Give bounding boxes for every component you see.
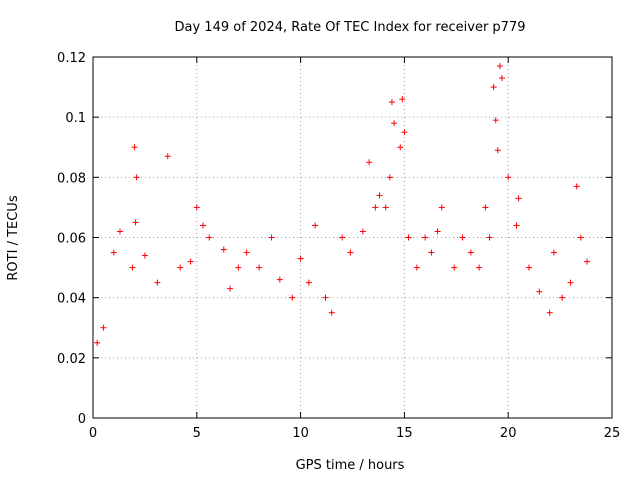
data-point bbox=[476, 264, 483, 271]
y-tick-label: 0.08 bbox=[57, 171, 86, 186]
data-point bbox=[235, 264, 242, 271]
data-point bbox=[438, 204, 445, 211]
data-point bbox=[328, 309, 335, 316]
data-point bbox=[405, 234, 412, 241]
data-point bbox=[459, 234, 466, 241]
data-point bbox=[559, 294, 566, 301]
data-point bbox=[110, 249, 117, 256]
data-point bbox=[428, 249, 435, 256]
y-tick-label: 0 bbox=[78, 412, 86, 427]
data-point bbox=[129, 264, 136, 271]
y-tick-label: 0.12 bbox=[57, 51, 86, 66]
data-point bbox=[482, 204, 489, 211]
y-tick-label: 0.02 bbox=[57, 352, 86, 367]
data-point bbox=[496, 63, 503, 70]
data-point bbox=[206, 234, 213, 241]
data-point bbox=[220, 246, 227, 253]
data-point bbox=[490, 84, 497, 91]
data-point bbox=[100, 324, 107, 331]
data-point bbox=[131, 144, 138, 151]
data-point bbox=[256, 264, 263, 271]
x-tick-label: 5 bbox=[193, 426, 201, 441]
data-point bbox=[154, 279, 161, 286]
data-point bbox=[133, 174, 140, 181]
data-point bbox=[366, 159, 373, 166]
data-point bbox=[536, 288, 543, 295]
data-point bbox=[193, 204, 200, 211]
data-point bbox=[339, 234, 346, 241]
data-point bbox=[413, 264, 420, 271]
data-point bbox=[567, 279, 574, 286]
data-point bbox=[297, 255, 304, 262]
data-point bbox=[359, 228, 366, 235]
data-point bbox=[289, 294, 296, 301]
data-point bbox=[434, 228, 441, 235]
x-tick-label: 15 bbox=[396, 426, 413, 441]
data-point bbox=[94, 339, 101, 346]
x-tick-label: 0 bbox=[89, 426, 97, 441]
data-point bbox=[376, 192, 383, 199]
y-tick-label: 0.06 bbox=[57, 232, 86, 247]
data-point bbox=[391, 120, 398, 127]
data-point bbox=[372, 204, 379, 211]
y-tick-label: 0.1 bbox=[65, 111, 86, 126]
x-axis-label: GPS time / hours bbox=[296, 458, 405, 473]
plot-frame bbox=[92, 56, 613, 419]
data-point bbox=[347, 249, 354, 256]
data-point bbox=[227, 285, 234, 292]
data-point bbox=[451, 264, 458, 271]
data-point bbox=[401, 129, 408, 136]
data-point bbox=[164, 153, 171, 160]
data-point bbox=[422, 234, 429, 241]
data-point bbox=[200, 222, 207, 229]
data-point bbox=[515, 195, 522, 202]
x-tick-label: 20 bbox=[500, 426, 517, 441]
data-point bbox=[573, 183, 580, 190]
data-point bbox=[397, 144, 404, 151]
data-point bbox=[187, 258, 194, 265]
data-point bbox=[513, 222, 520, 229]
data-point bbox=[546, 309, 553, 316]
data-point bbox=[388, 99, 395, 106]
data-point bbox=[505, 174, 512, 181]
data-point bbox=[486, 234, 493, 241]
data-point bbox=[525, 264, 532, 271]
data-point bbox=[276, 276, 283, 283]
data-points bbox=[94, 63, 591, 346]
data-point bbox=[550, 249, 557, 256]
data-point bbox=[312, 222, 319, 229]
y-axis-label: ROTI / TECUs bbox=[6, 195, 21, 280]
data-point bbox=[243, 249, 250, 256]
data-point bbox=[322, 294, 329, 301]
data-point bbox=[399, 96, 406, 103]
data-point bbox=[177, 264, 184, 271]
x-tick-label: 10 bbox=[292, 426, 309, 441]
data-point bbox=[268, 234, 275, 241]
data-point bbox=[132, 219, 139, 226]
data-point bbox=[498, 75, 505, 82]
x-tick-label: 25 bbox=[604, 426, 621, 441]
chart-title: Day 149 of 2024, Rate Of TEC Index for r… bbox=[175, 20, 526, 35]
data-point bbox=[494, 147, 501, 154]
data-point bbox=[577, 234, 584, 241]
data-point bbox=[584, 258, 591, 265]
data-point bbox=[382, 204, 389, 211]
data-point bbox=[492, 117, 499, 124]
data-point bbox=[386, 174, 393, 181]
data-point bbox=[141, 252, 148, 259]
data-point bbox=[467, 249, 474, 256]
data-point bbox=[116, 228, 123, 235]
y-tick-label: 0.04 bbox=[57, 292, 86, 307]
grid-lines bbox=[93, 57, 612, 418]
data-point bbox=[305, 279, 312, 286]
